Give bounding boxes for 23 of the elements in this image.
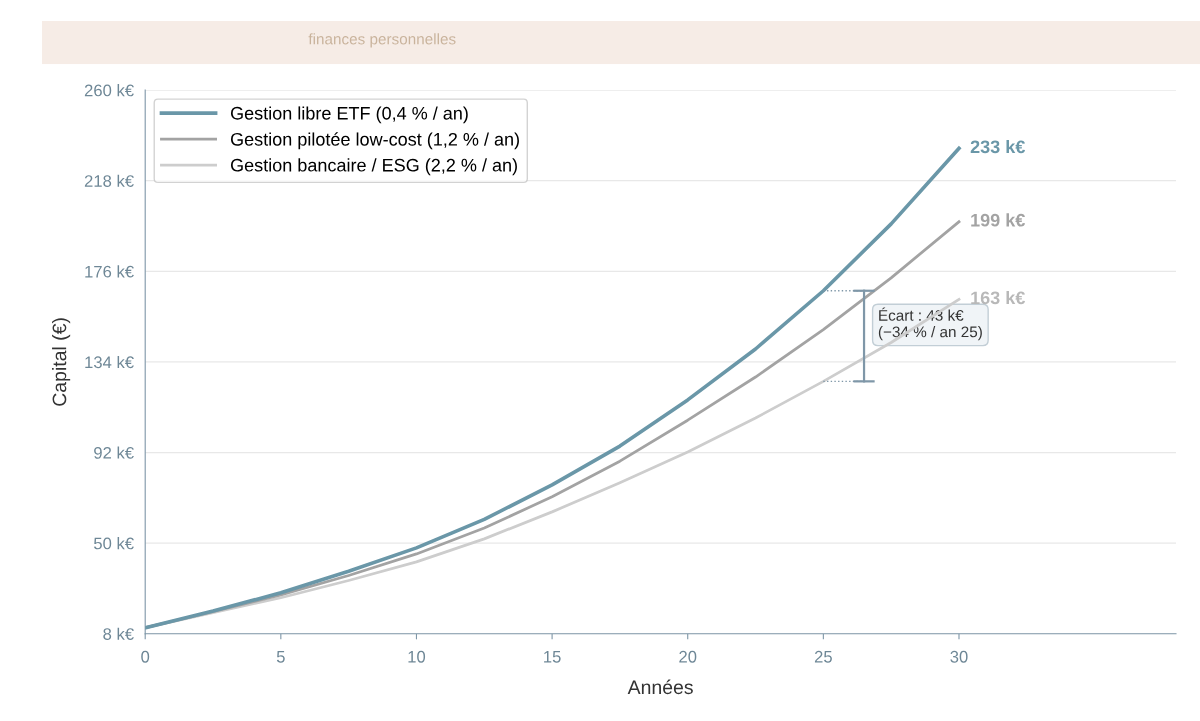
x-tick-label: 0	[141, 650, 150, 663]
y-tick-label: 260 k€	[84, 84, 134, 97]
data-label: 199 k€	[971, 213, 1026, 227]
y-tick-label: 176 k€	[85, 265, 134, 278]
legend-label: Gestion libre ETF (0,4 % / an)	[230, 106, 468, 124]
x-tick-label: 30	[950, 650, 968, 663]
data-label: 163 k€	[971, 290, 1026, 305]
y-tick-label: 134 k€	[85, 355, 134, 369]
y-tick-label: 50 k€	[93, 537, 134, 550]
y-axis-title: Capital (€)	[52, 318, 71, 406]
legend-label: Gestion pilotée low-cost (1,2 % / an)	[230, 132, 519, 150]
y-tick-label: 92 k€	[94, 446, 134, 459]
x-axis-title: Années	[627, 679, 693, 695]
x-tick-label: 10	[408, 650, 426, 663]
x-tick-label: 20	[679, 650, 697, 663]
chart-subtitle: finances personnelles	[308, 33, 456, 48]
x-tick-label: 25	[814, 650, 832, 663]
x-tick-label: 15	[544, 651, 561, 663]
y-tick-label: 8 k€	[103, 627, 134, 640]
data-label: 233 k€	[970, 139, 1026, 154]
x-tick-label: 5	[276, 651, 285, 663]
legend-label: Gestion bancaire / ESG (2,2 % / an)	[230, 158, 517, 176]
y-tick-label: 218 k€	[84, 174, 134, 187]
